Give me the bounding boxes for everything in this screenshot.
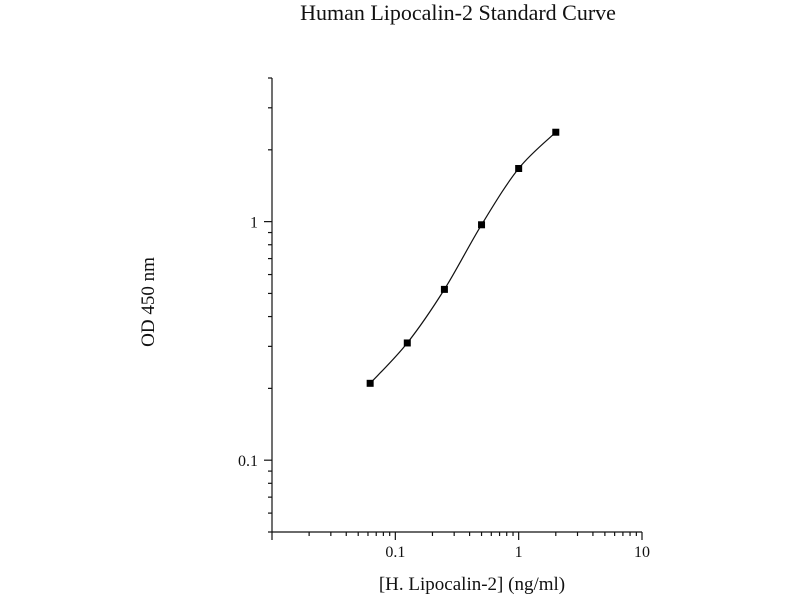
fitted-curve-layer <box>369 131 557 384</box>
chart-title: Human Lipocalin-2 Standard Curve <box>300 0 616 25</box>
data-point <box>478 221 486 229</box>
x-tick-label: 10 <box>634 544 650 561</box>
data-point <box>440 285 448 293</box>
data-point <box>515 164 523 172</box>
data-point <box>552 128 560 136</box>
data-point <box>403 339 411 347</box>
y-tick-label: 1 <box>250 215 258 232</box>
x-axis-label: [H. Lipocalin-2] (ng/ml) <box>379 574 565 595</box>
data-point <box>366 379 374 387</box>
x-tick-label: 0.1 <box>385 544 405 561</box>
data-points-layer <box>366 128 560 387</box>
axes: 0.1 1 10 0.1 1 <box>238 77 650 561</box>
fitted-curve <box>369 131 557 384</box>
x-tick-label: 1 <box>515 544 523 561</box>
y-tick-label: 0.1 <box>238 453 258 470</box>
y-axis-label: OD 450 nm <box>138 257 159 347</box>
